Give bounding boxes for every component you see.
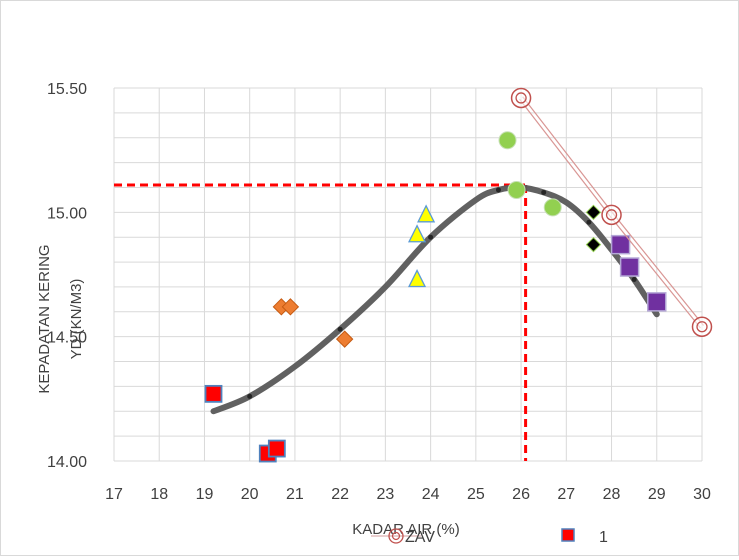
point-zav-inner <box>515 92 527 104</box>
x-tick-label: 18 <box>150 486 168 503</box>
point-zav-outer <box>510 87 532 109</box>
data-points <box>204 87 713 463</box>
y-tick-label: 15.00 <box>47 205 87 222</box>
point-zav-outer <box>691 316 713 337</box>
point-triangle-yellow <box>407 269 427 288</box>
x-tick-label: 24 <box>422 486 440 503</box>
x-tick-label: 17 <box>105 486 123 503</box>
zav-line <box>612 213 705 326</box>
x-tick-label: 29 <box>648 486 666 503</box>
fit-curve <box>210 184 660 415</box>
point-diamond-orange <box>335 330 354 348</box>
x-tick-label: 21 <box>286 486 304 503</box>
point-square-red <box>204 384 223 403</box>
fit-curve-point <box>541 189 547 195</box>
point-diamond-black <box>585 204 602 221</box>
point-square-purple <box>619 257 640 277</box>
fit-curve-point <box>495 187 501 193</box>
legend-zav-marker-inner <box>391 531 401 541</box>
y-axis-label-line1: KEPADATAN KERING <box>36 244 53 393</box>
point-diamond-orange <box>281 298 300 316</box>
x-axis-label: KADAR AIR (%) <box>352 521 460 538</box>
x-tick-label: 28 <box>603 486 621 503</box>
point-circle-green <box>498 131 517 150</box>
y-axis-label-line2: YD (KN/M3) <box>68 279 85 360</box>
point-diamond-black <box>585 236 602 253</box>
reference-lines <box>114 183 528 461</box>
point-circle-green <box>507 180 526 199</box>
x-tick-label: 30 <box>693 486 711 503</box>
fit-curve-point <box>631 276 637 282</box>
fit-curve-point <box>586 219 592 225</box>
point-square-purple <box>610 234 631 255</box>
legend-1-marker <box>561 528 575 542</box>
point-triangle-yellow <box>417 204 436 223</box>
x-tick-label: 19 <box>196 486 214 503</box>
point-triangle-yellow <box>407 224 427 243</box>
zav-line <box>609 215 701 329</box>
legend-zav-marker <box>388 528 404 544</box>
point-zav-inner <box>605 209 618 221</box>
x-tick-label: 27 <box>557 486 575 503</box>
point-square-purple <box>647 292 667 312</box>
fit-curve-point <box>428 234 434 240</box>
x-tick-labels: 17 18 19 20 21 22 23 24 25 26 27 28 29 30 <box>105 486 711 503</box>
grid <box>113 87 703 462</box>
fit-curve-point <box>247 393 253 399</box>
point-circle-green <box>543 198 562 217</box>
y-tick-label: 14.50 <box>47 330 87 347</box>
x-tick-label: 26 <box>512 486 530 503</box>
point-square-red <box>267 439 286 458</box>
y-tick-label: 15.50 <box>47 81 87 98</box>
legend-1-label: 1 <box>599 529 608 546</box>
x-tick-label: 20 <box>241 486 259 503</box>
x-tick-label: 25 <box>467 486 485 503</box>
zav-line <box>519 98 611 217</box>
y-tick-labels: 14.00 14.50 15.00 15.50 <box>47 81 87 471</box>
point-zav-outer <box>601 204 622 226</box>
legend-zav-label: ZAV <box>405 529 435 546</box>
y-tick-label: 14.00 <box>47 454 87 471</box>
legend: ZAV 1 <box>371 528 608 546</box>
point-zav-inner <box>696 321 708 333</box>
x-tick-label: 22 <box>331 486 349 503</box>
x-tick-label: 23 <box>376 486 394 503</box>
zav-line <box>522 96 614 214</box>
fit-curve-point <box>337 326 343 332</box>
